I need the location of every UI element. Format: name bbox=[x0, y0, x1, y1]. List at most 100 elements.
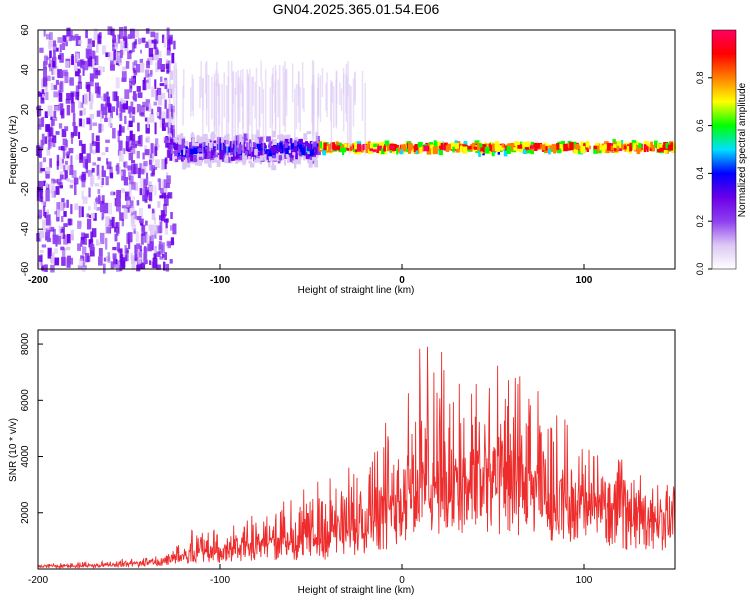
spectrogram-cell bbox=[139, 245, 142, 252]
spectrogram-cell bbox=[161, 64, 165, 70]
spectrogram-cell bbox=[580, 145, 586, 154]
spectrogram-cell bbox=[166, 88, 169, 93]
spectrogram-cell bbox=[41, 117, 45, 127]
spectrogram-streak bbox=[217, 73, 220, 97]
spectrogram-cell bbox=[45, 214, 51, 226]
spectrogram-cell bbox=[331, 145, 334, 149]
spectrogram-cell bbox=[100, 200, 105, 213]
spectrogram-cell bbox=[38, 209, 43, 218]
spectrogram-cell bbox=[163, 179, 167, 189]
spectrogram-cell bbox=[55, 131, 60, 135]
spectrogram-cell bbox=[246, 148, 250, 152]
spectrogram-cell bbox=[91, 228, 97, 238]
spectrogram-cell bbox=[73, 183, 77, 196]
spectrogram-cell bbox=[129, 175, 134, 185]
spectrogram-cell bbox=[42, 205, 46, 217]
spectrogram-cell bbox=[159, 83, 165, 87]
spectrogram-cell bbox=[154, 47, 159, 55]
spectrogram-cell bbox=[71, 101, 75, 113]
spectrogram-cell bbox=[362, 144, 366, 151]
spectrogram-cell bbox=[284, 138, 289, 147]
spectrogram-cell bbox=[398, 147, 401, 153]
spectrogram-cell bbox=[272, 138, 277, 146]
spectrogram-cell bbox=[100, 103, 104, 115]
spectrogram-cell bbox=[121, 205, 127, 209]
spectrogram-cell bbox=[148, 189, 153, 202]
spectrogram-cell bbox=[422, 146, 425, 152]
spectrogram-cell bbox=[284, 142, 288, 149]
spectrogram-cell bbox=[153, 224, 158, 235]
spectrogram-cell bbox=[479, 143, 483, 148]
spectrogram-cell bbox=[73, 177, 79, 185]
spectrogram-cell bbox=[152, 257, 158, 269]
spectrogram-cell bbox=[133, 60, 138, 66]
spectrogram-cell bbox=[53, 179, 59, 184]
spectrogram-cell bbox=[294, 137, 299, 141]
spectrogram-cell bbox=[416, 146, 422, 151]
spectrogram-cell bbox=[288, 149, 291, 154]
spectrogram-cell bbox=[154, 79, 157, 90]
spectrogram-cell bbox=[157, 106, 162, 115]
spectrogram-cell bbox=[78, 205, 81, 218]
spectrogram-streak bbox=[348, 84, 351, 155]
spectrogram-cell bbox=[347, 143, 350, 149]
spectrogram-cell bbox=[46, 166, 51, 174]
spectrogram-cell bbox=[112, 34, 116, 43]
spectrogram-cell bbox=[207, 158, 211, 167]
spectrogram-cell bbox=[130, 160, 136, 164]
spectrogram-cell bbox=[39, 190, 44, 199]
spectrogram-cell bbox=[238, 155, 244, 161]
spectrogram-cell bbox=[44, 136, 48, 144]
spectrogram-cell bbox=[629, 146, 632, 152]
spectrogram-cell bbox=[293, 161, 297, 169]
spectrogram-cell bbox=[339, 142, 343, 147]
spectrogram-cell bbox=[166, 240, 172, 247]
spectrogram-cell bbox=[463, 141, 467, 148]
spectrogram-cell bbox=[164, 82, 168, 90]
spectrogram-cell bbox=[154, 159, 160, 168]
spectrogram-cell bbox=[81, 143, 86, 154]
spectrogram-cell bbox=[109, 172, 114, 179]
spectrogram-cell bbox=[126, 196, 132, 202]
spectrogram-cell bbox=[82, 66, 85, 76]
spectrogram-cell bbox=[237, 134, 243, 143]
spectrogram-cell bbox=[216, 160, 221, 167]
spectrogram-cell bbox=[247, 152, 252, 160]
spectrogram-cell bbox=[48, 131, 52, 142]
spectrogram-cell bbox=[148, 159, 152, 165]
spectrogram-cell bbox=[124, 89, 130, 99]
spectrogram-cell bbox=[646, 144, 649, 152]
spectrogram-cell bbox=[583, 143, 588, 150]
spectrogram-cell bbox=[43, 55, 48, 65]
spectrogram-cell bbox=[44, 86, 48, 92]
spectrogram-cell bbox=[256, 129, 260, 138]
spectrogram-cell bbox=[153, 216, 156, 225]
spectrogram-cell bbox=[80, 240, 83, 247]
spectrogram-cell bbox=[90, 58, 95, 69]
spectrogram-streak bbox=[303, 88, 305, 112]
spectrogram-cell bbox=[142, 80, 147, 91]
spectrogram-cell bbox=[191, 131, 194, 140]
spectrogram-cell bbox=[75, 40, 79, 45]
spectrogram-cell bbox=[134, 244, 137, 254]
spectrogram-cell bbox=[118, 150, 124, 162]
spectrogram-cell bbox=[156, 225, 162, 234]
spectrogram-cell bbox=[53, 84, 58, 90]
spectrogram-cell bbox=[65, 246, 71, 251]
spectrogram-cell bbox=[123, 36, 128, 49]
spectrogram-cell bbox=[116, 96, 120, 108]
spectrogram-cell bbox=[560, 143, 564, 150]
spectrogram-cell bbox=[136, 104, 141, 113]
spectrogram-cell bbox=[258, 145, 262, 152]
spectrogram-cell bbox=[165, 263, 170, 272]
spectrogram-cell bbox=[108, 116, 112, 127]
spectrogram-cell bbox=[106, 158, 109, 165]
spectrogram-streak bbox=[271, 73, 274, 125]
spectrogram-streak bbox=[239, 69, 242, 94]
spectrogram-cell bbox=[301, 147, 306, 156]
spectrogram-cell bbox=[156, 112, 160, 116]
spectrogram-streak bbox=[269, 87, 272, 129]
spectrogram-cell bbox=[292, 152, 296, 156]
spectrogram-cell bbox=[106, 161, 112, 170]
spectrogram-cell bbox=[103, 93, 106, 102]
